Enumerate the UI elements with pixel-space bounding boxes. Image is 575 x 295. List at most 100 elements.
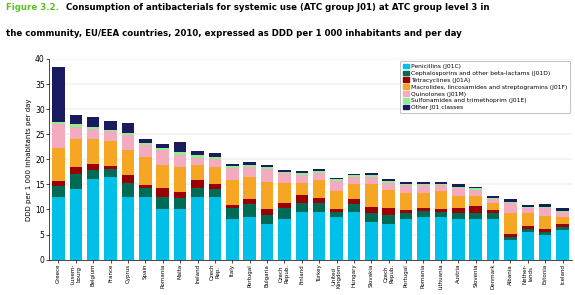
Bar <box>52 122 65 124</box>
Bar <box>382 183 395 190</box>
Bar <box>122 150 134 175</box>
Bar <box>70 115 82 124</box>
Bar <box>539 216 551 229</box>
Bar <box>504 240 517 260</box>
Bar <box>226 205 239 209</box>
Bar <box>382 224 395 260</box>
Bar <box>417 193 430 208</box>
Bar <box>556 209 569 211</box>
Bar <box>122 135 134 150</box>
Bar <box>261 182 273 209</box>
Bar <box>191 155 204 158</box>
Bar <box>261 224 273 260</box>
Bar <box>365 213 378 222</box>
Bar <box>296 171 308 173</box>
Bar <box>539 235 551 260</box>
Bar <box>435 185 447 191</box>
Bar <box>139 157 152 185</box>
Bar <box>348 177 360 184</box>
Text: Figure 3.2.: Figure 3.2. <box>6 3 62 12</box>
Bar <box>400 219 412 260</box>
Bar <box>209 184 221 189</box>
Bar <box>191 197 204 260</box>
Bar <box>278 219 291 260</box>
Bar <box>417 184 430 185</box>
Bar <box>243 167 256 177</box>
Bar <box>139 188 152 197</box>
Bar <box>174 209 186 260</box>
Bar <box>296 195 308 203</box>
Bar <box>365 207 378 213</box>
Legend: Penicillins (J01C), Cephalosporins and other beta-lactams (J01D), Tetracyclines : Penicillins (J01C), Cephalosporins and o… <box>400 61 570 113</box>
Bar <box>469 189 482 190</box>
Bar <box>400 210 412 214</box>
Bar <box>330 179 343 181</box>
Bar <box>174 192 186 199</box>
Bar <box>122 123 134 133</box>
Bar <box>174 199 186 209</box>
Bar <box>174 152 186 155</box>
Bar <box>139 143 152 145</box>
Bar <box>209 159 221 167</box>
Bar <box>261 209 273 215</box>
Bar <box>87 127 99 129</box>
Bar <box>556 230 569 260</box>
Bar <box>191 180 204 188</box>
Bar <box>348 212 360 260</box>
Bar <box>243 204 256 217</box>
Bar <box>365 173 378 175</box>
Bar <box>278 204 291 209</box>
Bar <box>539 207 551 209</box>
Bar <box>226 164 239 166</box>
Bar <box>296 203 308 212</box>
Bar <box>52 197 65 260</box>
Bar <box>539 232 551 235</box>
Bar <box>556 227 569 230</box>
Bar <box>522 207 534 209</box>
Bar <box>87 139 99 164</box>
Bar <box>243 199 256 204</box>
Bar <box>313 173 325 180</box>
Bar <box>156 165 169 188</box>
Bar <box>504 237 517 240</box>
Bar <box>417 208 430 211</box>
Bar <box>348 175 360 177</box>
Bar <box>487 203 499 210</box>
Bar <box>174 142 186 152</box>
Bar <box>122 183 134 197</box>
Bar <box>417 217 430 260</box>
Bar <box>104 141 117 166</box>
Bar <box>104 169 117 177</box>
Bar <box>400 185 412 193</box>
Bar <box>435 191 447 209</box>
Bar <box>522 205 534 207</box>
Bar <box>348 204 360 212</box>
Bar <box>104 131 117 141</box>
Bar <box>469 190 482 196</box>
Bar <box>348 184 360 199</box>
Bar <box>469 206 482 214</box>
Bar <box>174 155 186 167</box>
Bar <box>191 158 204 165</box>
Bar <box>365 222 378 260</box>
Bar <box>522 214 534 226</box>
Bar <box>104 121 117 130</box>
Bar <box>296 175 308 183</box>
Bar <box>52 186 65 197</box>
Bar <box>209 157 221 159</box>
Bar <box>382 179 395 181</box>
Bar <box>469 187 482 189</box>
Bar <box>122 197 134 260</box>
Bar <box>556 212 569 217</box>
Bar <box>296 173 308 175</box>
Bar <box>417 211 430 217</box>
Bar <box>313 180 325 198</box>
Bar <box>70 174 82 189</box>
Bar <box>174 167 186 192</box>
Bar <box>139 145 152 157</box>
Bar <box>87 170 99 179</box>
Bar <box>156 144 169 148</box>
Bar <box>330 209 343 212</box>
Bar <box>539 204 551 207</box>
Bar <box>70 189 82 260</box>
